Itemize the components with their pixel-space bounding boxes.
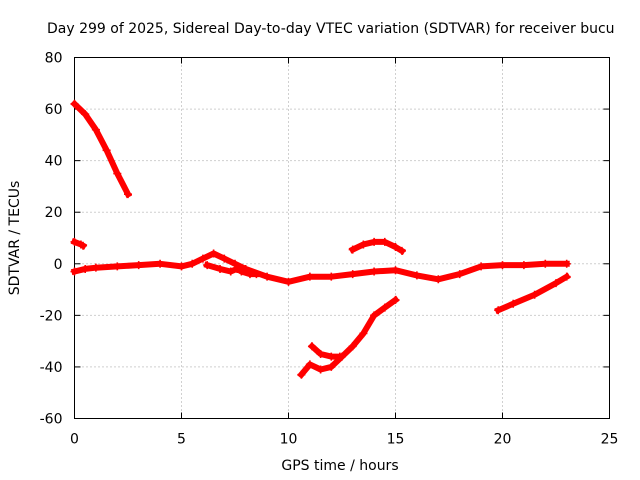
data-point xyxy=(498,261,507,270)
data-point xyxy=(233,264,242,273)
data-point xyxy=(305,272,314,281)
y-tick-label: 80 xyxy=(45,51,63,67)
data-point xyxy=(327,362,336,371)
series-arc-5 xyxy=(348,237,407,256)
data-point xyxy=(91,125,100,134)
data-point xyxy=(237,267,246,276)
data-point xyxy=(380,303,389,312)
series-arc-4 xyxy=(203,261,261,279)
series-arc-7 xyxy=(307,342,344,361)
data-point xyxy=(494,306,503,315)
series-line xyxy=(297,295,400,379)
y-tick-label: -40 xyxy=(40,360,63,376)
data-point xyxy=(70,267,79,276)
series-arc-6 xyxy=(297,295,400,379)
axis-ticks: 0 5 10 15 20 25 -60 -40 -20 0 20 40 60 80 xyxy=(40,51,619,448)
data-point xyxy=(284,277,293,286)
x-tick-label: 0 xyxy=(70,432,79,448)
data-point xyxy=(156,259,165,268)
data-point xyxy=(124,190,132,199)
data-point xyxy=(177,262,186,271)
data-point xyxy=(102,146,111,155)
chart-title: Day 299 of 2025, Sidereal Day-to-day VTE… xyxy=(47,21,615,37)
data-point xyxy=(209,249,218,258)
series-line xyxy=(70,250,570,285)
y-tick-label: 0 xyxy=(54,257,63,273)
series-arc-3 xyxy=(70,249,571,286)
data-point xyxy=(348,270,357,279)
y-tick-label: 60 xyxy=(45,102,63,118)
x-tick-label: 5 xyxy=(177,432,186,448)
data-point xyxy=(113,169,122,178)
data-point xyxy=(391,243,400,252)
data-point xyxy=(370,237,379,246)
data-point xyxy=(562,259,571,268)
data-point xyxy=(113,262,122,271)
data-point xyxy=(391,266,400,275)
data-point xyxy=(434,275,443,284)
data-point xyxy=(397,246,406,255)
data-point xyxy=(335,352,344,361)
data-point xyxy=(305,360,314,369)
data-point xyxy=(308,342,317,351)
x-axis-label: GPS time / hours xyxy=(281,458,398,474)
data-point xyxy=(455,270,464,279)
data-point xyxy=(188,259,197,268)
data-point xyxy=(327,352,336,361)
series-arc-8 xyxy=(494,272,571,315)
series-line xyxy=(307,342,343,360)
y-tick-label: 20 xyxy=(45,205,63,221)
data-point xyxy=(226,267,235,276)
data-point xyxy=(79,241,88,250)
data-point xyxy=(359,329,368,338)
data-point xyxy=(370,267,379,276)
data-point xyxy=(348,342,357,351)
data-point xyxy=(252,270,261,279)
data-point xyxy=(391,295,400,304)
data-point xyxy=(81,110,90,119)
data-series xyxy=(70,99,571,379)
data-point xyxy=(91,263,100,272)
y-axis-label: SDTVAR / TECUs xyxy=(7,181,23,296)
x-tick-label: 15 xyxy=(387,432,405,448)
data-point xyxy=(552,279,560,288)
series-line xyxy=(70,99,133,199)
data-point xyxy=(530,290,539,299)
data-point xyxy=(263,272,272,281)
data-point xyxy=(412,271,421,280)
data-point xyxy=(477,262,486,271)
data-point xyxy=(370,311,379,320)
data-point xyxy=(380,237,389,246)
data-point xyxy=(198,254,207,263)
series-arc-2 xyxy=(70,237,88,250)
data-point xyxy=(134,261,143,270)
data-point xyxy=(327,272,336,281)
data-point xyxy=(359,240,368,249)
x-tick-label: 25 xyxy=(601,432,619,448)
data-point xyxy=(316,365,325,374)
data-point xyxy=(81,264,90,273)
plot-frame xyxy=(74,57,610,419)
y-tick-label: -20 xyxy=(40,308,63,324)
data-point xyxy=(562,272,571,281)
y-tick-label: 40 xyxy=(45,154,63,170)
grid-lines xyxy=(74,57,610,419)
data-point xyxy=(70,99,79,108)
x-tick-label: 10 xyxy=(280,432,298,448)
data-point xyxy=(316,350,325,359)
data-point xyxy=(70,237,79,246)
data-point xyxy=(216,264,225,273)
series-arc-1 xyxy=(70,99,133,199)
x-tick-label: 20 xyxy=(494,432,512,448)
data-point xyxy=(203,261,212,270)
y-tick-label: -60 xyxy=(40,412,63,428)
data-point xyxy=(297,370,306,379)
data-point xyxy=(541,259,550,268)
data-point xyxy=(348,245,357,254)
data-point xyxy=(519,261,528,270)
data-point xyxy=(231,259,239,268)
data-point xyxy=(509,299,518,308)
data-point xyxy=(220,254,229,263)
